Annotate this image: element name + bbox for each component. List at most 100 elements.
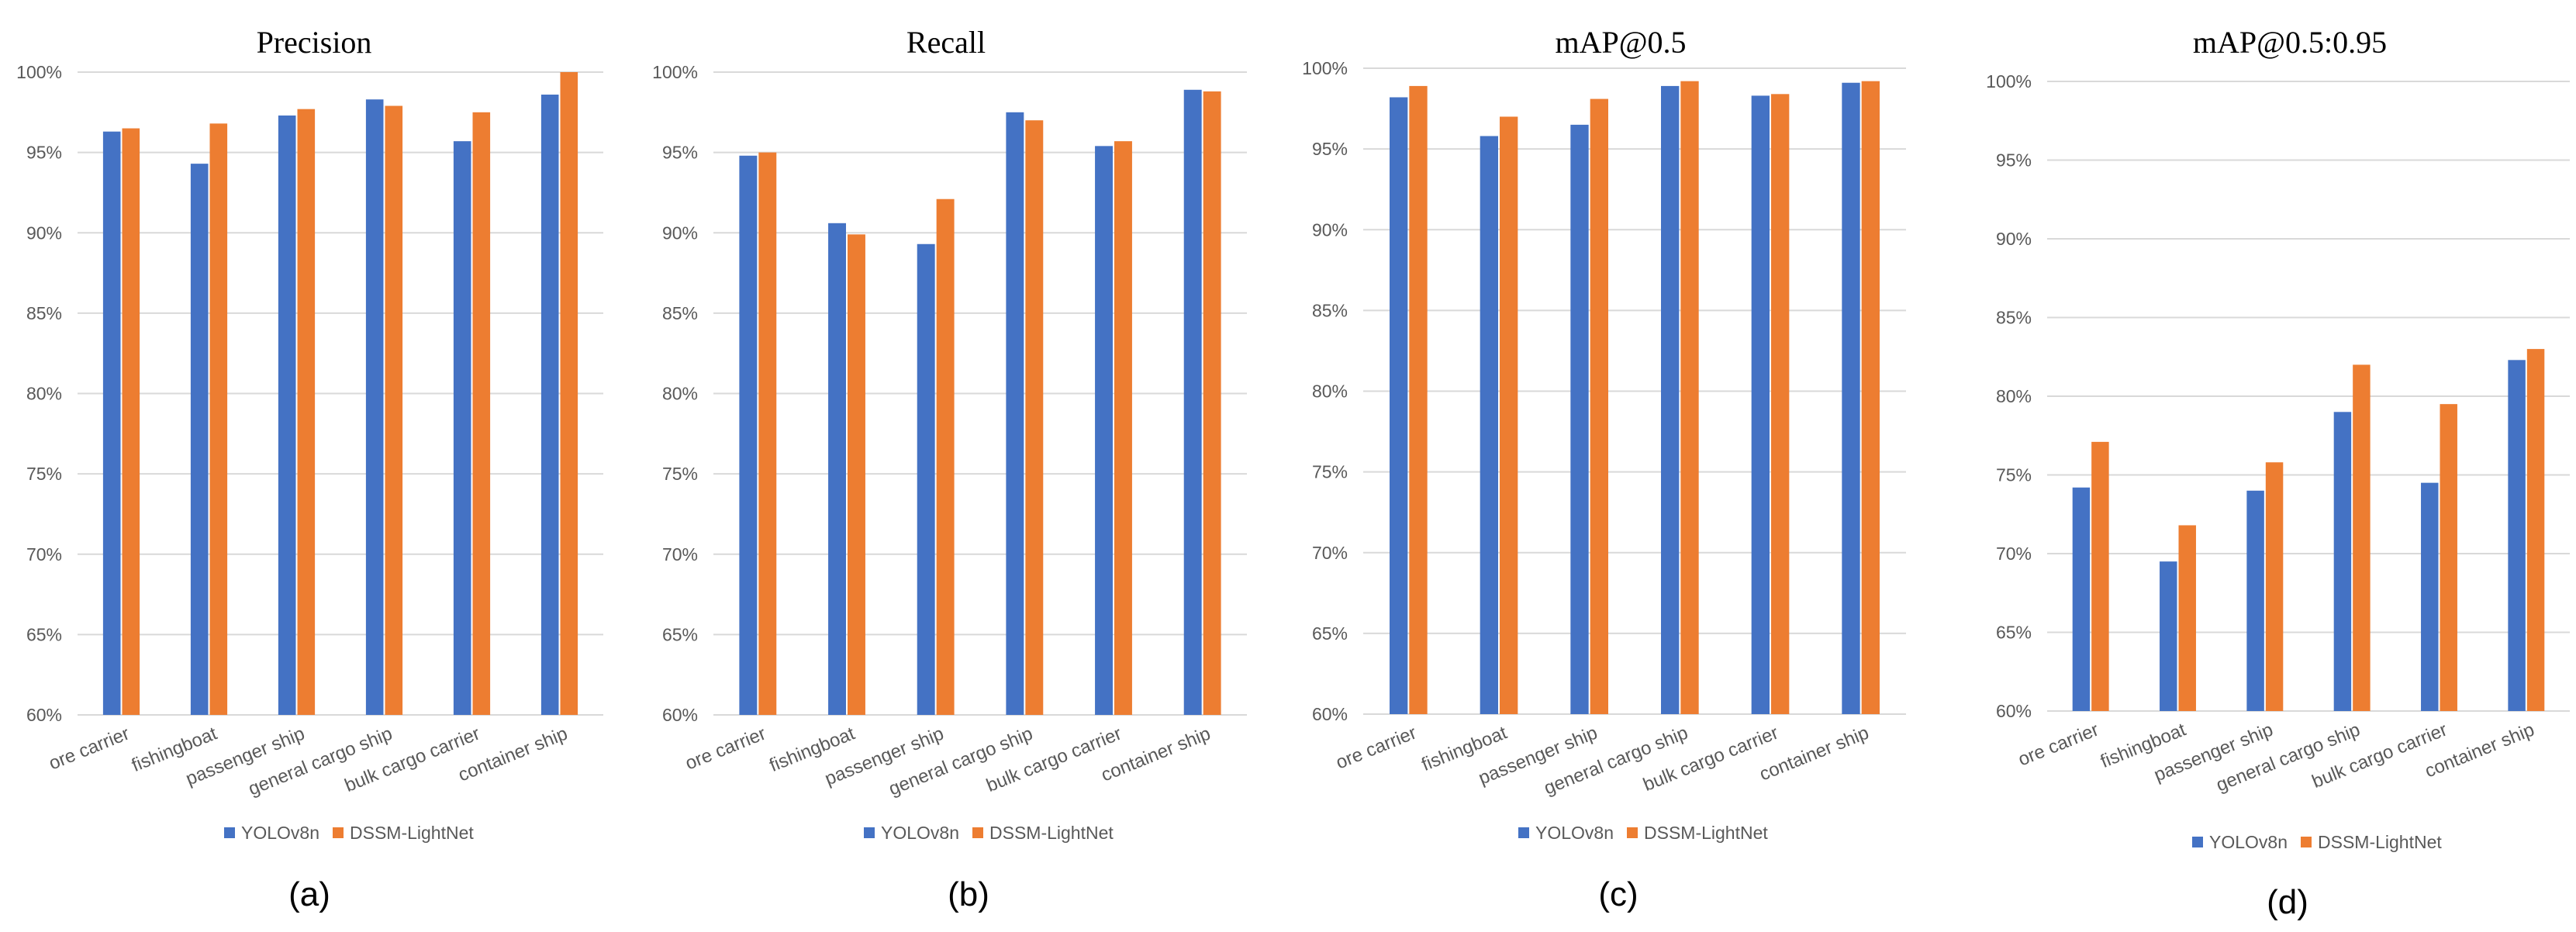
bar-dssm-lightnet: [2265, 462, 2284, 711]
legend-label-yolov8n: YOLOv8n: [2209, 832, 2288, 852]
bar-yolov8n: [1751, 95, 1770, 715]
x-tick-label: ore carrier: [682, 723, 769, 775]
y-tick-label: 90%: [26, 223, 62, 243]
x-tick-label: general cargo ship: [2213, 720, 2363, 796]
legend-label-yolov8n: YOLOv8n: [1535, 823, 1614, 843]
bar-dssm-lightnet: [2353, 364, 2371, 711]
panel-label: (b): [948, 875, 989, 913]
y-tick-label: 85%: [662, 303, 698, 323]
bar-yolov8n: [1661, 85, 1680, 715]
y-tick-label: 85%: [1312, 300, 1348, 320]
y-tick-label: 60%: [662, 705, 698, 725]
legend-swatch-yolov8n: [2192, 837, 2203, 847]
bar-dssm-lightnet: [1861, 81, 1880, 714]
bar-dssm-lightnet: [122, 128, 140, 716]
x-tick-label: ore carrier: [1333, 723, 1420, 774]
y-tick-label: 100%: [16, 62, 62, 82]
bar-yolov8n: [739, 155, 758, 715]
legend-label-dssm-lightnet: DSSM-LightNet: [1644, 823, 1768, 843]
x-tick-label: ore carrier: [2015, 720, 2102, 771]
legend-swatch-dssm-lightnet: [972, 827, 983, 838]
bar-yolov8n: [2072, 487, 2091, 711]
legend-swatch-yolov8n: [864, 827, 875, 838]
bar-yolov8n: [278, 115, 296, 715]
legend-swatch-yolov8n: [224, 827, 235, 838]
bar-dssm-lightnet: [209, 123, 228, 715]
y-tick-label: 100%: [652, 62, 698, 82]
y-tick-label: 95%: [662, 143, 698, 163]
chart-panel-1: Recall 60% 65% 70% 75% 80% 85% 90% 95% 100% ore ca…: [652, 25, 1247, 913]
y-tick-label: 95%: [26, 143, 62, 163]
bar-yolov8n: [1183, 89, 1202, 716]
bar-yolov8n: [2421, 482, 2439, 711]
bar-yolov8n: [365, 99, 384, 716]
legend-swatch-dssm-lightnet: [1627, 827, 1638, 838]
bar-dssm-lightnet: [758, 152, 777, 715]
x-tick-label: general cargo ship: [886, 723, 1035, 800]
bar-dssm-lightnet: [1025, 120, 1044, 716]
y-tick-label: 70%: [26, 544, 62, 564]
bar-dssm-lightnet: [1680, 81, 1699, 714]
bar-dssm-lightnet: [1500, 116, 1518, 715]
bar-yolov8n: [2160, 561, 2177, 711]
legend-label-dssm-lightnet: DSSM-LightNet: [2318, 832, 2442, 852]
bar-dssm-lightnet: [2091, 441, 2109, 711]
y-tick-label: 70%: [1312, 543, 1348, 563]
bar-yolov8n: [1480, 136, 1498, 715]
legend-label-yolov8n: YOLOv8n: [881, 823, 959, 843]
y-tick-label: 75%: [662, 464, 698, 484]
bar-dssm-lightnet: [2526, 349, 2545, 711]
bar-yolov8n: [1095, 146, 1113, 715]
bar-yolov8n: [1570, 124, 1589, 714]
y-tick-label: 95%: [1312, 139, 1348, 159]
y-tick-label: 65%: [1312, 623, 1348, 644]
bar-yolov8n: [190, 164, 209, 715]
chart-title: mAP@0.5: [1555, 25, 1686, 60]
legend-label-dssm-lightnet: DSSM-LightNet: [989, 823, 1114, 843]
chart-panel-0: Precision 60% 65% 70% 75% 80% 85% 90% 95% 100% ore…: [16, 25, 603, 913]
bar-yolov8n: [453, 141, 471, 715]
y-tick-label: 60%: [26, 705, 62, 725]
chart-panel-3: mAP@0.5:0.95 60% 65% 70% 75% 80% 85% 90% 95% 100%…: [1986, 25, 2570, 921]
bar-yolov8n: [2246, 490, 2264, 711]
y-tick-label: 75%: [1996, 465, 2032, 485]
y-tick-label: 70%: [662, 544, 698, 564]
y-tick-label: 80%: [1996, 386, 2032, 406]
y-tick-label: 85%: [1996, 308, 2032, 328]
bar-yolov8n: [1006, 112, 1024, 715]
y-tick-label: 90%: [662, 223, 698, 243]
y-tick-label: 80%: [26, 384, 62, 404]
panel-label: (a): [288, 875, 330, 913]
y-tick-label: 60%: [1312, 704, 1348, 724]
bar-yolov8n: [540, 95, 559, 715]
legend-label-yolov8n: YOLOv8n: [241, 823, 319, 843]
y-tick-label: 65%: [26, 624, 62, 644]
bar-yolov8n: [2333, 412, 2352, 711]
y-tick-label: 60%: [1996, 701, 2032, 721]
bar-yolov8n: [1390, 97, 1408, 715]
bar-dssm-lightnet: [385, 105, 403, 715]
bar-dssm-lightnet: [936, 198, 955, 715]
legend-swatch-yolov8n: [1518, 827, 1529, 838]
bar-dssm-lightnet: [1114, 141, 1132, 715]
bar-dssm-lightnet: [1771, 94, 1790, 714]
panel-label: (d): [2267, 883, 2308, 921]
y-tick-label: 85%: [26, 303, 62, 323]
x-tick-label: ore carrier: [46, 723, 133, 775]
y-tick-label: 75%: [1312, 462, 1348, 482]
bar-yolov8n: [2508, 360, 2526, 711]
y-tick-label: 95%: [1996, 150, 2032, 171]
panel-label: (c): [1598, 875, 1638, 913]
x-tick-label: general cargo ship: [246, 723, 395, 800]
bar-dssm-lightnet: [297, 109, 316, 716]
bar-dssm-lightnet: [1203, 91, 1221, 716]
bar-dssm-lightnet: [1590, 98, 1608, 714]
bar-dssm-lightnet: [2178, 525, 2196, 711]
y-tick-label: 80%: [1312, 381, 1348, 402]
legend-swatch-dssm-lightnet: [2301, 837, 2312, 847]
y-tick-label: 65%: [662, 624, 698, 644]
chart-title: Recall: [906, 25, 986, 60]
bar-yolov8n: [1842, 82, 1860, 715]
y-tick-label: 80%: [662, 384, 698, 404]
